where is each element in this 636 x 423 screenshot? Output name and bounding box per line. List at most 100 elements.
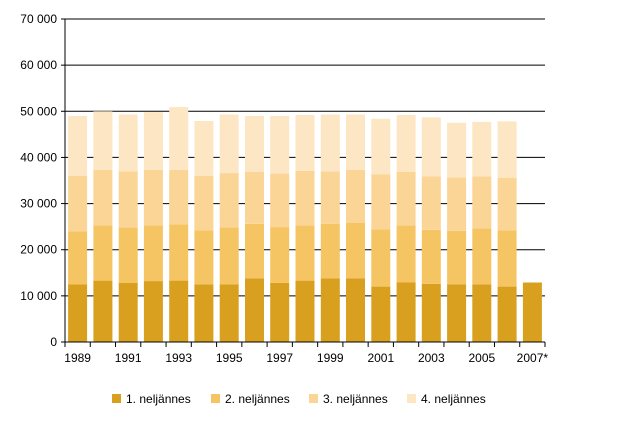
- legend: 1. neljännes 2. neljännes 3. neljännes 4. n…: [112, 392, 486, 406]
- bar-segment: [93, 169, 113, 226]
- x-tick-label: 1993: [165, 351, 192, 365]
- bar-segment: [396, 171, 416, 226]
- bar-segment: [295, 115, 315, 171]
- y-tick-label: 20 000: [20, 243, 57, 257]
- x-tick-label: 1991: [115, 351, 142, 365]
- y-axis-tick-labels: 0 10 000 20 000 30 000 40 000 50 000 60 000 70 …: [20, 12, 57, 349]
- bar-segment: [143, 112, 163, 170]
- x-tick-label: 2001: [367, 351, 394, 365]
- bar-segment: [396, 115, 416, 172]
- bar-segment: [421, 117, 441, 177]
- bar-segment: [194, 175, 214, 231]
- bar-segment: [118, 114, 138, 172]
- bar-segment: [169, 224, 189, 281]
- axes: [61, 18, 546, 347]
- bar-segment: [68, 115, 88, 176]
- y-tick-label: 0: [50, 335, 57, 349]
- bar-segment: [68, 284, 88, 342]
- x-tick-label: 1997: [266, 351, 293, 365]
- bar-segment: [68, 175, 88, 232]
- bar-segment: [320, 171, 340, 224]
- bar-segment: [169, 169, 189, 225]
- bar-segment: [421, 283, 441, 342]
- bar-segment: [396, 225, 416, 283]
- bar-segment: [143, 169, 163, 226]
- bar-segment: [194, 284, 214, 342]
- bar-segment: [270, 282, 290, 342]
- x-tick-label: 2005: [468, 351, 495, 365]
- y-tick-label: 40 000: [20, 150, 57, 164]
- bar-segment: [346, 278, 365, 342]
- bar-segment: [371, 174, 391, 230]
- bar-segment: [346, 114, 365, 170]
- bar-segment: [421, 229, 441, 284]
- legend-swatch: [309, 394, 318, 403]
- bar-segment: [219, 114, 239, 174]
- bar-segment: [118, 171, 138, 228]
- bar-segment: [320, 223, 340, 279]
- bar-segment: [522, 282, 542, 342]
- bar-segment: [396, 282, 416, 342]
- x-tick-label: 1999: [317, 351, 344, 365]
- bar-segment: [295, 170, 315, 226]
- x-tick-label: 1995: [216, 351, 243, 365]
- bar-segment: [497, 230, 517, 287]
- bar-segment: [219, 173, 239, 228]
- bar-segment: [68, 231, 88, 285]
- y-tick-label: 70 000: [20, 12, 57, 26]
- legend-label: 1. neljännes: [126, 392, 191, 406]
- bar-segment: [245, 171, 264, 224]
- bars: [68, 107, 542, 342]
- bar-segment: [371, 286, 391, 342]
- bar-segment: [447, 230, 467, 285]
- bar-segment: [118, 282, 138, 342]
- y-tick-label: 50 000: [20, 104, 57, 118]
- bar-segment: [245, 278, 264, 342]
- bar-segment: [472, 176, 492, 229]
- bar-segment: [447, 284, 467, 342]
- bar-segment: [169, 280, 189, 342]
- bar-segment: [295, 225, 315, 281]
- bar-segment: [295, 280, 315, 342]
- bar-segment: [245, 223, 264, 279]
- bar-segment: [93, 280, 113, 342]
- bar-segment: [447, 177, 467, 231]
- y-tick-label: 60 000: [20, 58, 57, 72]
- bar-segment: [447, 122, 467, 178]
- bar-segment: [371, 229, 391, 287]
- bar-segment: [143, 225, 163, 282]
- bar-segment: [219, 227, 239, 285]
- bar-segment: [320, 114, 340, 172]
- bar-segment: [93, 111, 113, 170]
- bar-segment: [472, 228, 492, 285]
- x-tick-label: 1989: [64, 351, 91, 365]
- bar-segment: [472, 121, 492, 177]
- bar-segment: [346, 223, 365, 279]
- y-tick-label: 10 000: [20, 289, 57, 303]
- x-axis-tick-labels: 1989 1991 1993 1995 1997 1999 2001 2003 2005 2007…: [64, 351, 548, 365]
- bar-segment: [93, 225, 113, 281]
- bar-segment: [320, 278, 340, 342]
- legend-label: 4. neljännes: [421, 392, 486, 406]
- legend-swatch: [211, 394, 220, 403]
- bar-segment: [270, 115, 290, 174]
- bar-segment: [118, 227, 138, 283]
- bar-segment: [497, 286, 517, 342]
- x-tick-label: 2007*: [517, 351, 549, 365]
- bar-segment: [497, 121, 517, 178]
- legend-label: 2. neljännes: [225, 392, 290, 406]
- bar-segment: [421, 176, 441, 230]
- bar-segment: [169, 107, 189, 170]
- y-tick-label: 30 000: [20, 197, 57, 211]
- bar-segment: [194, 230, 214, 285]
- bar-segment: [497, 177, 517, 231]
- legend-swatch: [112, 394, 121, 403]
- bar-segment: [219, 284, 239, 342]
- bar-segment: [270, 173, 290, 228]
- bar-segment: [245, 115, 264, 172]
- legend-label: 3. neljännes: [323, 392, 388, 406]
- bar-segment: [346, 169, 365, 223]
- legend-swatch: [407, 394, 416, 403]
- x-tick-label: 2003: [418, 351, 445, 365]
- bar-segment: [472, 284, 492, 342]
